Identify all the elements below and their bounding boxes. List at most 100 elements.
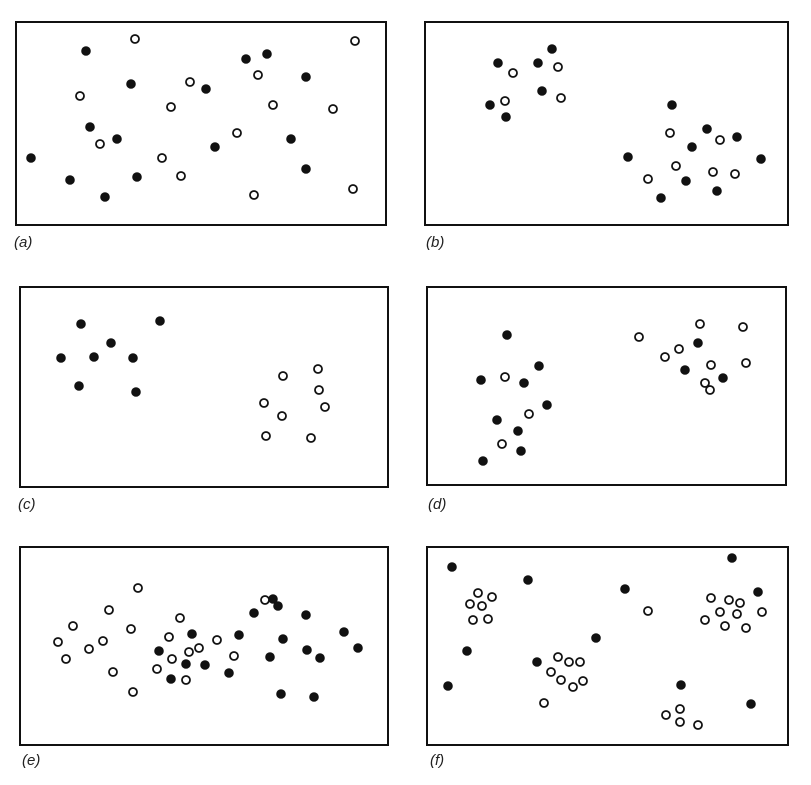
filled-dot — [476, 375, 486, 385]
open-dot — [675, 704, 685, 714]
open-dot — [314, 385, 324, 395]
filled-dot — [131, 387, 141, 397]
filled-dot — [154, 646, 164, 656]
filled-dot — [74, 381, 84, 391]
open-dot — [277, 411, 287, 421]
filled-dot — [501, 112, 511, 122]
filled-dot — [712, 186, 722, 196]
filled-dot — [106, 338, 116, 348]
filled-dot — [187, 629, 197, 639]
panel-label: (a) — [14, 234, 32, 251]
open-dot — [708, 167, 718, 177]
open-dot — [715, 607, 725, 617]
filled-dot — [200, 660, 210, 670]
open-dot — [320, 402, 330, 412]
open-dot — [104, 605, 114, 615]
filled-dot — [523, 575, 533, 585]
filled-dot — [276, 689, 286, 699]
filled-dot — [224, 668, 234, 678]
filled-dot — [301, 72, 311, 82]
filled-dot — [85, 122, 95, 132]
open-dot — [556, 93, 566, 103]
filled-dot — [166, 674, 176, 684]
filled-dot — [680, 365, 690, 375]
open-dot — [185, 77, 195, 87]
filled-dot — [537, 86, 547, 96]
filled-dot — [502, 330, 512, 340]
filled-dot — [623, 152, 633, 162]
open-dot — [84, 644, 94, 654]
open-dot — [260, 595, 270, 605]
filled-dot — [89, 352, 99, 362]
open-dot — [497, 439, 507, 449]
open-dot — [61, 654, 71, 664]
filled-dot — [447, 562, 457, 572]
open-dot — [95, 139, 105, 149]
open-dot — [634, 332, 644, 342]
filled-dot — [132, 172, 142, 182]
open-dot — [175, 613, 185, 623]
filled-dot — [753, 587, 763, 597]
open-dot — [167, 654, 177, 664]
filled-dot — [262, 49, 272, 59]
open-dot — [732, 609, 742, 619]
filled-dot — [65, 175, 75, 185]
filled-dot — [126, 79, 136, 89]
filled-dot — [443, 681, 453, 691]
open-dot — [700, 378, 710, 388]
filled-dot — [128, 353, 138, 363]
open-dot — [705, 385, 715, 395]
open-dot — [643, 174, 653, 184]
filled-dot — [155, 316, 165, 326]
filled-dot — [727, 553, 737, 563]
open-dot — [75, 91, 85, 101]
filled-dot — [309, 692, 319, 702]
filled-dot — [513, 426, 523, 436]
open-dot — [674, 344, 684, 354]
filled-dot — [493, 58, 503, 68]
filled-dot — [542, 400, 552, 410]
open-dot — [133, 583, 143, 593]
panel-label: (c) — [18, 496, 36, 513]
panel-frame — [426, 286, 787, 486]
filled-dot — [249, 608, 259, 618]
open-dot — [176, 171, 186, 181]
open-dot — [261, 431, 271, 441]
filled-dot — [278, 634, 288, 644]
open-dot — [643, 606, 653, 616]
filled-dot — [732, 132, 742, 142]
filled-dot — [301, 610, 311, 620]
open-dot — [671, 161, 681, 171]
open-dot — [706, 360, 716, 370]
open-dot — [164, 632, 174, 642]
open-dot — [500, 372, 510, 382]
open-dot — [735, 598, 745, 608]
filled-dot — [81, 46, 91, 56]
filled-dot — [478, 456, 488, 466]
open-dot — [232, 128, 242, 138]
open-dot — [152, 664, 162, 674]
open-dot — [68, 621, 78, 631]
filled-dot — [718, 373, 728, 383]
open-dot — [546, 667, 556, 677]
open-dot — [524, 409, 534, 419]
filled-dot — [516, 446, 526, 456]
panel-frame — [19, 286, 389, 488]
open-dot — [706, 593, 716, 603]
open-dot — [253, 70, 263, 80]
open-dot — [724, 595, 734, 605]
filled-dot — [76, 319, 86, 329]
panel-frame — [19, 546, 389, 746]
open-dot — [564, 657, 574, 667]
open-dot — [477, 601, 487, 611]
filled-dot — [687, 142, 697, 152]
open-dot — [181, 675, 191, 685]
open-dot — [128, 687, 138, 697]
open-dot — [184, 647, 194, 657]
open-dot — [249, 190, 259, 200]
open-dot — [468, 615, 478, 625]
filled-dot — [265, 652, 275, 662]
filled-dot — [656, 193, 666, 203]
filled-dot — [302, 645, 312, 655]
